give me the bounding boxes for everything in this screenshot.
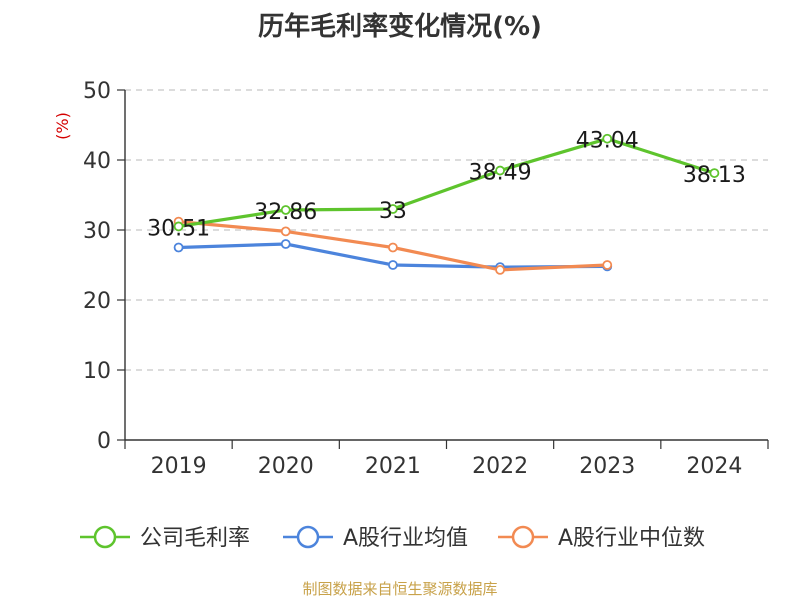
legend-label: 公司毛利率 (140, 526, 250, 551)
data-point (280, 205, 291, 215)
y-tick-label: 40 (83, 149, 111, 174)
data-point (602, 133, 613, 144)
x-tick-label: 2023 (579, 454, 635, 479)
chart-title: 历年毛利率变化情况(%) (258, 12, 542, 42)
y-tick-label: 0 (97, 429, 111, 454)
y-tick-label: 50 (83, 79, 111, 104)
x-tick-label: 2021 (365, 454, 421, 479)
data-point (388, 242, 398, 253)
data-label: 38.49 (469, 161, 532, 186)
data-label: 38.13 (683, 163, 746, 188)
y-tick-label: 10 (83, 359, 111, 384)
y-tick-label: 20 (83, 289, 111, 314)
legend: 公司毛利率 A股行业均值 A股行业中位数 (80, 525, 705, 551)
data-point (388, 204, 398, 214)
y-tick-label: 30 (83, 219, 111, 244)
data-point (495, 165, 505, 176)
data-point (709, 168, 720, 178)
legend-label: A股行业中位数 (558, 526, 705, 551)
data-label: 32.86 (254, 200, 317, 225)
x-tick-label: 2022 (472, 454, 528, 479)
series-line (176, 137, 717, 229)
data-point (173, 242, 184, 253)
data-point (280, 226, 291, 237)
legend-swatch-marker (93, 525, 117, 549)
legend-swatch-marker (511, 525, 535, 549)
data-point (602, 260, 613, 270)
legend-label: A股行业均值 (343, 526, 468, 551)
data-point (173, 221, 184, 232)
axes: 0 10 20 30 40 50 2019 2020 2021 2022 2023 2024 (83, 79, 769, 479)
x-tick-label: 2024 (686, 454, 742, 479)
data-label: 30.51 (147, 216, 210, 241)
data-source-note: 制图数据来自恒生聚源数据库 (302, 580, 498, 598)
x-tick-label: 2019 (151, 454, 207, 479)
data-label: 43.04 (576, 129, 639, 154)
data-label: 33 (379, 199, 407, 224)
series-group: 30.51 32.86 33 38.49 43.04 38.13 (147, 129, 746, 275)
data-point (388, 260, 398, 270)
data-point (280, 239, 291, 249)
legend-swatch-marker (296, 525, 320, 549)
y-axis-unit: (%) (53, 112, 72, 140)
x-tick-label: 2020 (258, 454, 314, 479)
gridlines (125, 89, 768, 371)
data-point (495, 264, 505, 275)
